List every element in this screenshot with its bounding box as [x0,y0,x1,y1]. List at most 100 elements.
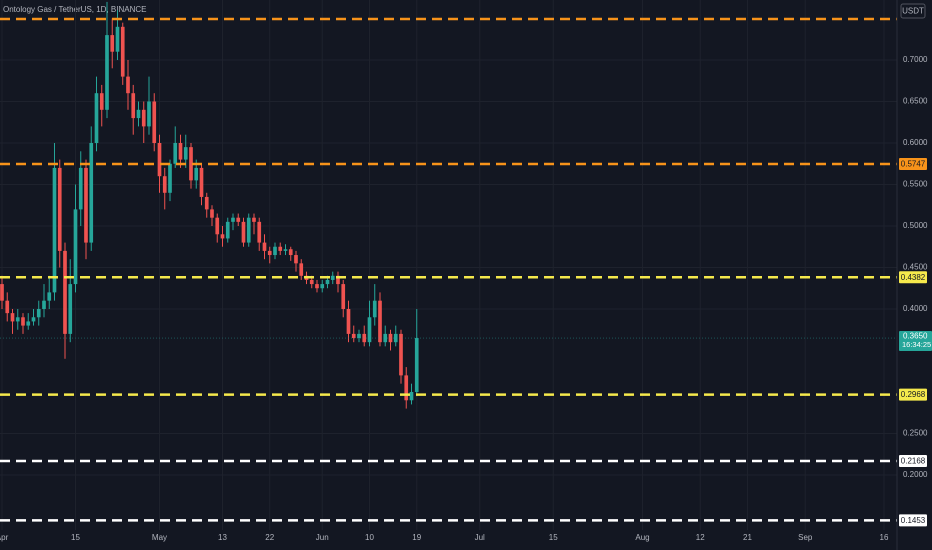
x-tick-label: Aug [635,533,649,542]
level-label: 0.2968 [901,390,926,399]
x-tick-label: 16 [880,533,889,542]
candle-body [131,93,136,119]
candle-body [330,275,335,280]
candle-body [262,242,267,251]
candle-body [341,284,346,309]
x-tick-label: 10 [365,533,374,542]
candle-body [94,93,99,143]
candle-body [26,321,31,326]
level-label-box [899,455,927,468]
candle-body [89,142,94,243]
currency[interactable]: USDT [902,7,924,16]
candle-body [47,292,52,301]
x-tick-label: 13 [218,533,227,542]
candle-body [42,300,46,309]
candle-body [78,167,83,210]
candle-body [288,249,293,256]
candle-body [231,217,235,222]
candle-body [215,217,220,235]
candle-body [204,196,209,210]
y-tick-label: 0.7000 [903,55,928,64]
candle-body [57,167,62,251]
candle-body [110,35,115,52]
y-tick-label: 0.5000 [903,221,928,230]
y-tick-label: 0.4000 [903,304,928,313]
candle-body [267,250,272,256]
x-tick-label: Apr [0,533,9,542]
candle-body [383,333,388,343]
level-label-box [899,157,927,170]
last-price-label: 0.3650 [903,332,928,341]
candle-body [152,101,157,143]
y-tick-label: 0.6000 [903,138,928,147]
candle-body [21,317,25,326]
candle-body [404,375,409,401]
x-tick-label: Jun [316,533,329,542]
candle-body [99,93,104,110]
candle-body [0,284,4,301]
candle-body [15,317,20,322]
candle-body [147,101,151,127]
candle-body [378,300,382,343]
level-label: 0.4382 [901,273,926,282]
candle-body [252,217,256,222]
candle-body [68,284,73,334]
candle-body [115,26,120,52]
candle-body [178,142,183,160]
y-tick-label: 0.2500 [903,429,928,438]
candle-body [105,35,109,110]
candle-body [299,263,304,276]
candle-body [367,317,372,343]
candle-body [210,209,214,218]
candle-body [246,217,251,243]
candle-body [10,313,15,322]
chart-title: Ontology Gas / TetherUS, 1D, BINANCE [3,5,146,14]
candle-body [63,250,67,334]
candle-body [357,333,361,339]
candle-body [414,338,419,392]
x-tick-label: May [152,533,167,542]
candle-body [120,26,125,77]
candle-body [257,221,262,243]
level-label: 0.1453 [901,516,926,525]
candle-body [173,142,178,164]
candle-body [241,221,246,243]
y-tick-label: 0.5500 [903,180,928,189]
candle-body [225,221,230,239]
candle-body [372,300,377,318]
last-price-box [899,331,932,352]
x-tick-label: Sep [798,533,813,542]
candle-body [320,284,325,289]
candle-body [351,333,356,339]
x-tick-label: 15 [71,533,80,542]
candle-body [194,167,199,181]
candle-body [362,333,367,343]
candle-body [315,284,319,289]
x-tick-label: 21 [743,533,752,542]
candle-body [157,142,162,177]
candle-body [309,279,314,285]
currency-box[interactable] [900,3,926,19]
level-label-box [899,271,927,284]
x-tick-label: Jul [475,533,485,542]
countdown: 16:34:25 [902,340,931,349]
candle-body [336,275,340,285]
candle-body [189,147,193,181]
candle-body [273,246,277,256]
candle-body [52,167,57,293]
x-tick-label: 12 [696,533,705,542]
candle-body [141,109,146,127]
y-tick-label: 0.6500 [903,97,928,106]
level-label-box [899,388,927,401]
level-label: 0.5747 [901,160,926,169]
candle-body [183,147,188,160]
candle-body [36,308,41,318]
candle-body [126,76,130,94]
candle-body [278,246,283,251]
y-tick-label: 0.2000 [903,470,928,479]
candle-body [5,300,10,314]
candle-body [294,255,298,264]
